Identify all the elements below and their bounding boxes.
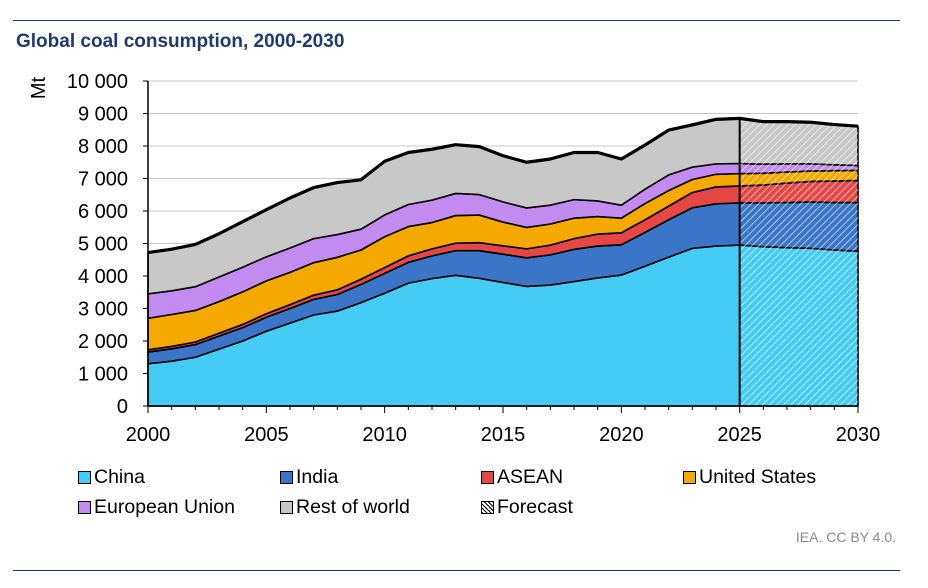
legend-label: European Union: [94, 496, 235, 518]
y-tick-label: 0: [117, 396, 128, 418]
x-tick-label: 2025: [717, 424, 762, 446]
x-tick-label: 2005: [244, 424, 289, 446]
legend-label: Rest of world: [296, 496, 410, 518]
legend-label: ASEAN: [497, 466, 564, 488]
y-axis-label: Mt: [28, 76, 50, 99]
legend-swatch: [78, 501, 91, 514]
forecast-hatch: [739, 118, 858, 406]
legend-swatch: [481, 471, 494, 484]
chart-area: 0 1 000 2 000 3 000 4 000 5 000 6 000 7 000 8 00…: [28, 71, 881, 446]
y-tick-label: 7 000: [78, 169, 128, 191]
top-rule: [13, 20, 900, 21]
y-tick-label: 4 000: [78, 266, 128, 288]
total-line: [147, 116, 859, 255]
bottom-rule: [13, 570, 900, 571]
y-tick-label: 8 000: [78, 136, 128, 158]
x-tick-label: 2020: [599, 424, 644, 446]
y-tick-label: 9 000: [78, 104, 128, 126]
legend-swatch: [683, 471, 696, 484]
x-tick-label: 2030: [836, 424, 881, 446]
legend-label: United States: [699, 466, 817, 488]
legend-label: Forecast: [497, 496, 573, 518]
legend-item-rest-of-world: Rest of world: [280, 496, 410, 519]
y-tick-label: 5 000: [78, 234, 128, 256]
legend-label: India: [296, 466, 339, 488]
y-tick-label: 2 000: [78, 331, 128, 353]
legend-swatch: [481, 501, 494, 514]
legend-item-united-states: United States: [683, 466, 816, 489]
source-note: IEA. CC BY 4.0.: [795, 529, 896, 545]
y-tick-label: 10 000: [67, 71, 128, 93]
legend-label: China: [94, 466, 145, 488]
y-tick-label: 6 000: [78, 201, 128, 223]
legend-item-india: India: [280, 466, 338, 489]
legend-swatch: [280, 471, 293, 484]
y-tick-label: 1 000: [78, 364, 128, 386]
legend-item-european-union: European Union: [78, 496, 235, 519]
x-tick-label: 2010: [362, 424, 407, 446]
legend-swatch: [280, 501, 293, 514]
legend-item-forecast: Forecast: [481, 496, 573, 519]
x-tick-label: 2000: [126, 424, 171, 446]
chart-title: Global coal consumption, 2000-2030: [16, 31, 345, 52]
legend-item-asean: ASEAN: [481, 466, 563, 489]
legend-swatch: [78, 471, 91, 484]
y-tick-label: 3 000: [78, 299, 128, 321]
x-tick-label: 2015: [481, 424, 526, 446]
legend-item-china: China: [78, 466, 145, 489]
